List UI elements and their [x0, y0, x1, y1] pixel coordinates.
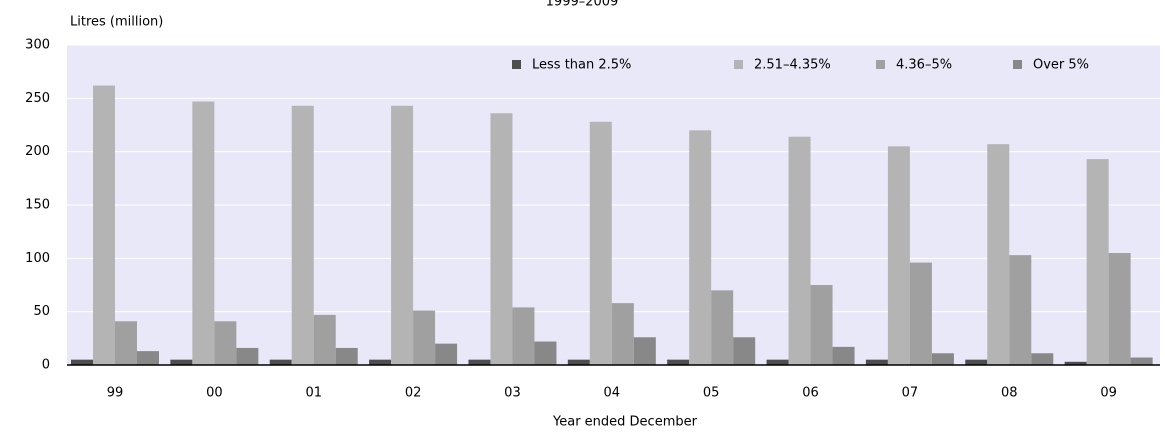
bar [313, 314, 336, 365]
bar [987, 144, 1010, 365]
bar [236, 347, 259, 365]
bar [633, 337, 656, 365]
bar [413, 310, 436, 365]
bar [1009, 255, 1032, 365]
y-tick-label: 100 [25, 251, 50, 266]
legend-label: 4.36–5% [896, 58, 952, 73]
bar [611, 303, 634, 365]
legend-swatch [1013, 60, 1022, 69]
x-tick-label: 99 [107, 386, 124, 401]
bar [667, 359, 690, 365]
x-axis-title: Year ended December [552, 415, 698, 430]
bar [71, 359, 93, 365]
legend-swatch [512, 60, 521, 69]
x-tick-label: 08 [1001, 386, 1018, 401]
bar [788, 136, 811, 365]
legend-label: 2.51–4.35% [754, 58, 831, 73]
y-tick-label: 250 [25, 91, 50, 106]
bar [137, 351, 159, 365]
legend-swatch [876, 60, 885, 69]
y-axis-title: Litres (million) [70, 15, 163, 30]
bar [93, 85, 115, 366]
x-tick-label: 05 [703, 386, 720, 401]
bar [214, 321, 237, 365]
x-tick-label: 03 [504, 386, 521, 401]
bar [335, 347, 358, 365]
bar [711, 290, 734, 365]
bar [291, 105, 314, 366]
bar [468, 359, 491, 365]
bar [810, 285, 833, 365]
bar [887, 146, 910, 365]
x-tick-label: 00 [206, 386, 223, 401]
bar [1031, 353, 1054, 365]
bar [832, 346, 855, 365]
y-tick-label: 200 [25, 144, 50, 159]
bar [534, 341, 557, 365]
bar [931, 353, 954, 365]
y-tick-label: 150 [25, 198, 50, 213]
bar [435, 343, 458, 365]
bar [733, 337, 756, 365]
legend-swatch [734, 60, 743, 69]
bar [369, 359, 392, 365]
y-tick-label: 0 [42, 358, 50, 373]
bar [192, 101, 215, 366]
bar [865, 359, 888, 365]
bar [1108, 253, 1131, 365]
bar [567, 359, 590, 365]
bar [391, 105, 414, 366]
bar [512, 307, 535, 365]
bar [689, 130, 712, 365]
bar [589, 121, 612, 365]
chart-title: 1999–2009 [546, 0, 619, 10]
legend-label: Over 5% [1033, 58, 1089, 73]
bar [766, 359, 789, 365]
x-tick-label: 04 [604, 386, 621, 401]
x-tick-label: 07 [902, 386, 919, 401]
x-tick-label: 09 [1100, 386, 1117, 401]
bar [1064, 361, 1087, 365]
bar [115, 321, 137, 365]
bar [965, 359, 988, 365]
bar [170, 359, 193, 365]
bar [1130, 357, 1153, 365]
x-tick-label: 02 [405, 386, 422, 401]
bar [269, 359, 292, 365]
legend-label: Less than 2.5% [532, 58, 631, 73]
bar [490, 113, 513, 366]
y-tick-label: 50 [33, 304, 50, 319]
bar [909, 262, 932, 365]
x-tick-label: 01 [305, 386, 322, 401]
x-tick-label: 06 [802, 386, 819, 401]
bar [1086, 159, 1109, 365]
y-tick-label: 300 [25, 38, 50, 53]
